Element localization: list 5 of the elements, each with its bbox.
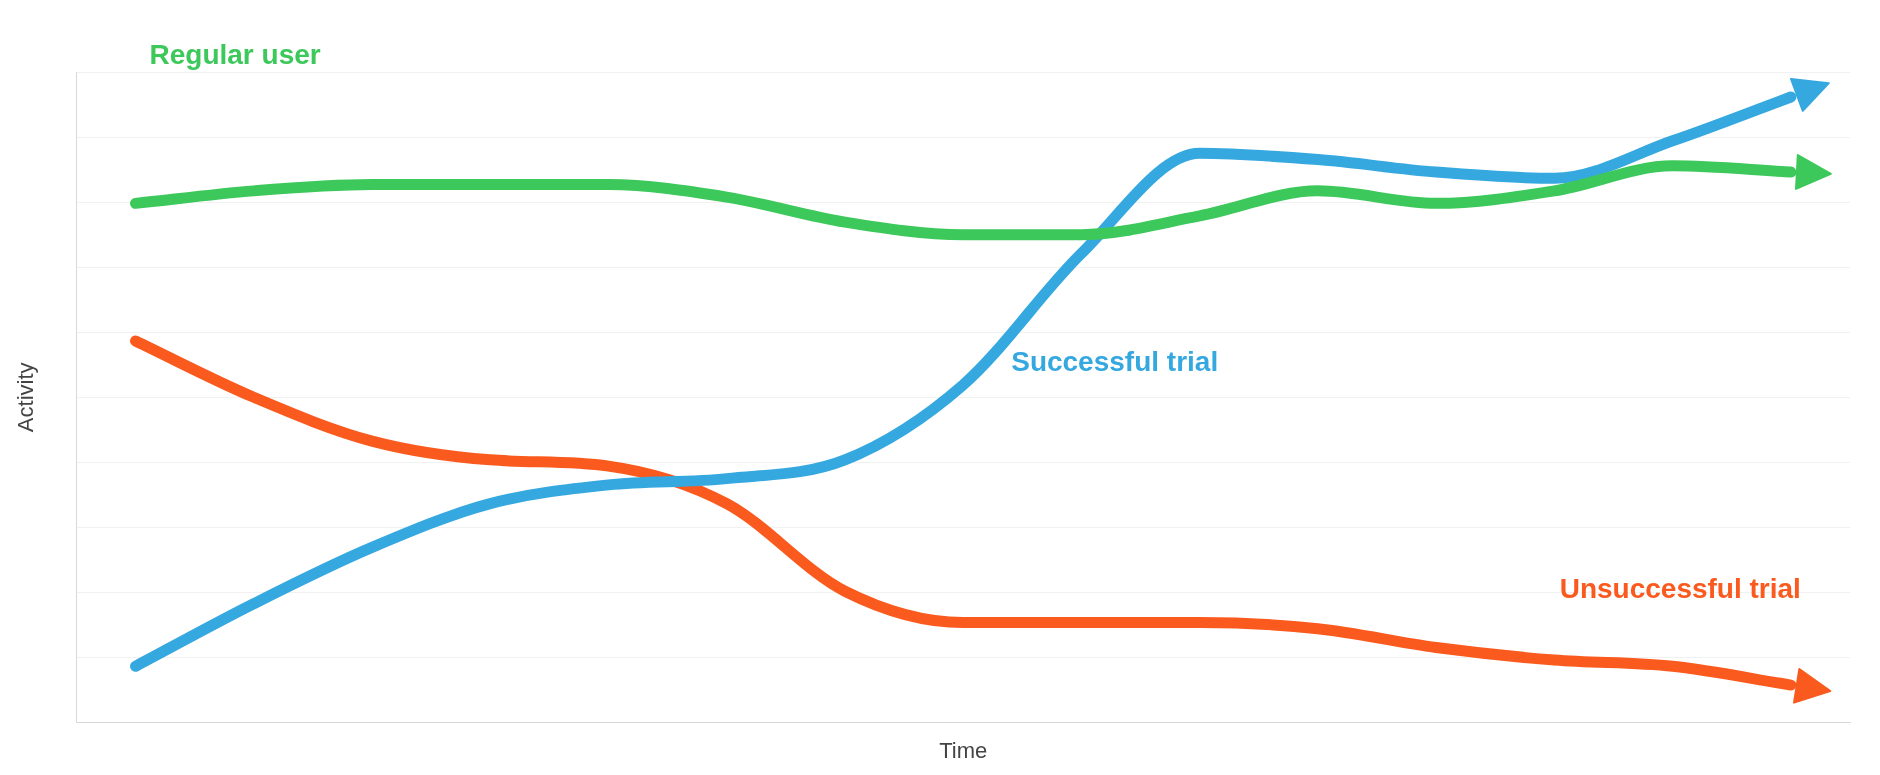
x-axis-title: Time <box>939 737 988 763</box>
text: Unsuccessful trial <box>1559 573 1801 605</box>
y-axis-title: Activity <box>13 362 39 433</box>
text: Regular user <box>149 38 321 70</box>
series-label: Successful trial <box>1011 345 1219 377</box>
